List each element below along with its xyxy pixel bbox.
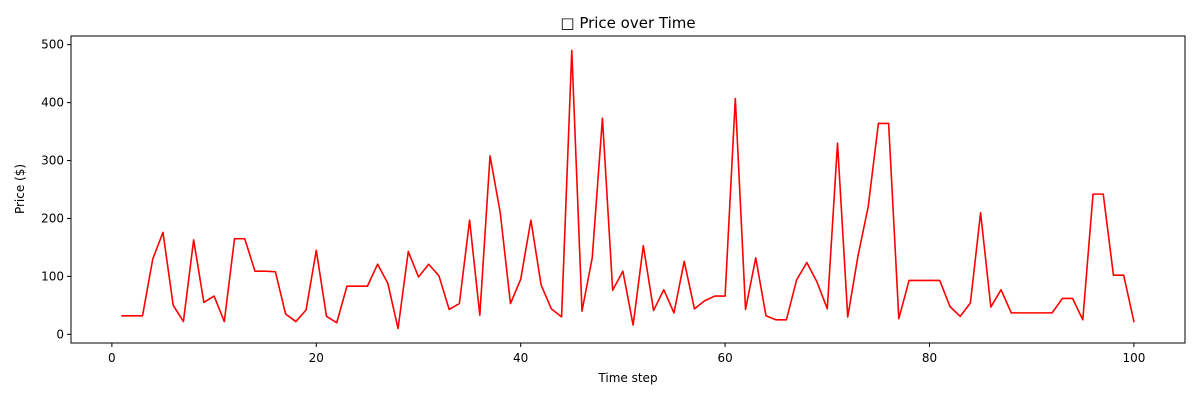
x-tick-label: 100 xyxy=(1122,351,1145,365)
x-axis-label: Time step xyxy=(597,371,657,385)
x-tick-label: 20 xyxy=(309,351,324,365)
plot-frame xyxy=(70,35,1186,344)
y-tick-label: 0 xyxy=(56,327,64,341)
y-tick-label: 400 xyxy=(41,96,64,110)
x-tick-label: 60 xyxy=(717,351,732,365)
x-tick-label: 0 xyxy=(108,351,116,365)
plot-area: 0 20 40 60 80 100 0 100 200 300 400 500 xyxy=(41,38,1145,365)
y-tick-label: 500 xyxy=(41,38,64,52)
y-axis-label: Price ($) xyxy=(13,164,27,214)
x-tick-label: 40 xyxy=(513,351,528,365)
y-tick-label: 100 xyxy=(41,269,64,283)
y-tick-label: 200 xyxy=(41,211,64,225)
x-tick-label: 80 xyxy=(922,351,937,365)
chart-title: □ Price over Time xyxy=(560,14,695,32)
y-tick-label: 300 xyxy=(41,154,64,168)
price-series-line xyxy=(121,49,1135,330)
